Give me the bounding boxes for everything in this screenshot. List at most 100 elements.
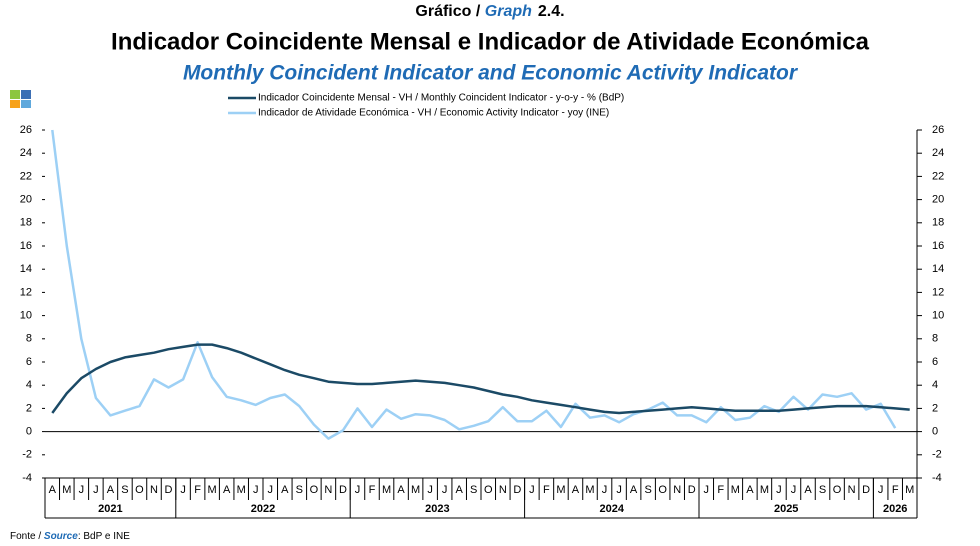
x-tick-label: O: [658, 484, 667, 496]
year-label: 2023: [425, 503, 449, 515]
x-tick-label: M: [411, 484, 420, 496]
label-prefix: Gráfico /: [415, 3, 484, 20]
x-tick-label: D: [165, 484, 173, 496]
x-tick-label: J: [93, 484, 99, 496]
x-tick-label: D: [688, 484, 696, 496]
x-tick-label: J: [442, 484, 448, 496]
year-label: 2021: [98, 503, 122, 515]
year-label: 2025: [774, 503, 798, 515]
x-tick-label: N: [324, 484, 332, 496]
y2-tick-label: 4: [932, 379, 938, 391]
source: Fonte / Source: BdP e INE: [10, 531, 130, 542]
x-tick-label: J: [355, 484, 361, 496]
y2-tick-label: 0: [932, 426, 938, 438]
y-tick-label: 14: [20, 263, 32, 275]
y2-tick-label: 22: [932, 170, 944, 182]
y2-tick-label: 14: [932, 263, 944, 275]
x-tick-label: S: [819, 484, 826, 496]
x-tick-label: N: [848, 484, 856, 496]
x-tick-label: J: [253, 484, 259, 496]
x-tick-label: M: [208, 484, 217, 496]
x-tick-label: M: [760, 484, 769, 496]
y2-tick-label: -2: [932, 449, 942, 461]
year-label: 2022: [251, 503, 275, 515]
x-tick-label: S: [296, 484, 303, 496]
x-tick-label: O: [833, 484, 842, 496]
x-tick-label: A: [223, 484, 231, 496]
source-en: Source: [44, 531, 78, 542]
x-tick-label: J: [791, 484, 797, 496]
y-tick-label: 0: [26, 426, 32, 438]
x-tick-label: O: [135, 484, 144, 496]
y-tick-label: 2: [26, 402, 32, 414]
chart-title: Indicador Coincidente Mensal e Indicador…: [111, 28, 870, 55]
chart-subtitle: Monthly Coincident Indicator and Economi…: [183, 62, 799, 85]
y2-tick-label: -4: [932, 472, 942, 484]
source-prefix: Fonte /: [10, 531, 44, 542]
x-tick-label: N: [499, 484, 507, 496]
x-tick-label: M: [62, 484, 71, 496]
chart-label: Gráfico / Graph 2.4.: [415, 3, 564, 20]
x-tick-label: J: [180, 484, 186, 496]
x-tick-label: A: [572, 484, 580, 496]
y-tick-label: 20: [20, 194, 32, 206]
y-tick-label: -4: [22, 472, 32, 484]
x-tick-label: D: [339, 484, 347, 496]
x-tick-label: J: [529, 484, 535, 496]
y-tick-label: 16: [20, 240, 32, 252]
x-tick-label: O: [484, 484, 493, 496]
y-tick-label: 24: [20, 147, 32, 159]
x-tick-label: J: [79, 484, 85, 496]
source-text: : BdP e INE: [78, 531, 130, 542]
x-tick-label: D: [862, 484, 870, 496]
x-tick-label: A: [746, 484, 754, 496]
year-label: 2024: [600, 503, 625, 515]
y2-tick-label: 6: [932, 356, 938, 368]
x-tick-label: O: [310, 484, 319, 496]
x-tick-label: N: [673, 484, 681, 496]
x-tick-label: M: [556, 484, 565, 496]
x-tick-label: F: [892, 484, 899, 496]
x-tick-label: M: [237, 484, 246, 496]
x-tick-label: J: [427, 484, 433, 496]
x-tick-label: J: [704, 484, 710, 496]
y-tick-label: 10: [20, 310, 32, 322]
y-tick-label: 22: [20, 170, 32, 182]
y2-tick-label: 18: [932, 217, 944, 229]
x-tick-label: F: [543, 484, 550, 496]
series-line: [51, 129, 897, 440]
x-tick-label: D: [513, 484, 521, 496]
x-tick-label: F: [717, 484, 724, 496]
y2-tick-label: 10: [932, 310, 944, 322]
y2-tick-label: 24: [932, 147, 944, 159]
logo: [10, 90, 31, 108]
x-tick-label: S: [470, 484, 477, 496]
y2-tick-label: 8: [932, 333, 938, 345]
x-tick-label: A: [281, 484, 289, 496]
y-tick-label: 12: [20, 286, 32, 298]
label-en: Graph: [485, 3, 532, 20]
y-tick-label: 8: [26, 333, 32, 345]
x-tick-label: A: [397, 484, 405, 496]
y2-tick-label: 16: [932, 240, 944, 252]
x-tick-label: M: [585, 484, 594, 496]
y2-tick-label: 26: [932, 124, 944, 136]
x-tick-label: S: [121, 484, 128, 496]
y-tick-label: -2: [22, 449, 32, 461]
x-tick-label: M: [731, 484, 740, 496]
x-tick-label: A: [804, 484, 812, 496]
y-tick-label: 4: [26, 379, 32, 391]
label-number: 2.4.: [538, 3, 565, 20]
x-tick-label: A: [49, 484, 57, 496]
x-tick-label: J: [602, 484, 608, 496]
x-tick-label: A: [456, 484, 464, 496]
x-tick-label: J: [268, 484, 274, 496]
x-tick-label: M: [382, 484, 391, 496]
year-label: 2026: [883, 503, 907, 515]
y2-tick-label: 20: [932, 194, 944, 206]
x-tick-label: A: [107, 484, 115, 496]
x-tick-label: J: [616, 484, 622, 496]
x-tick-label: J: [878, 484, 884, 496]
x-tick-label: F: [369, 484, 376, 496]
